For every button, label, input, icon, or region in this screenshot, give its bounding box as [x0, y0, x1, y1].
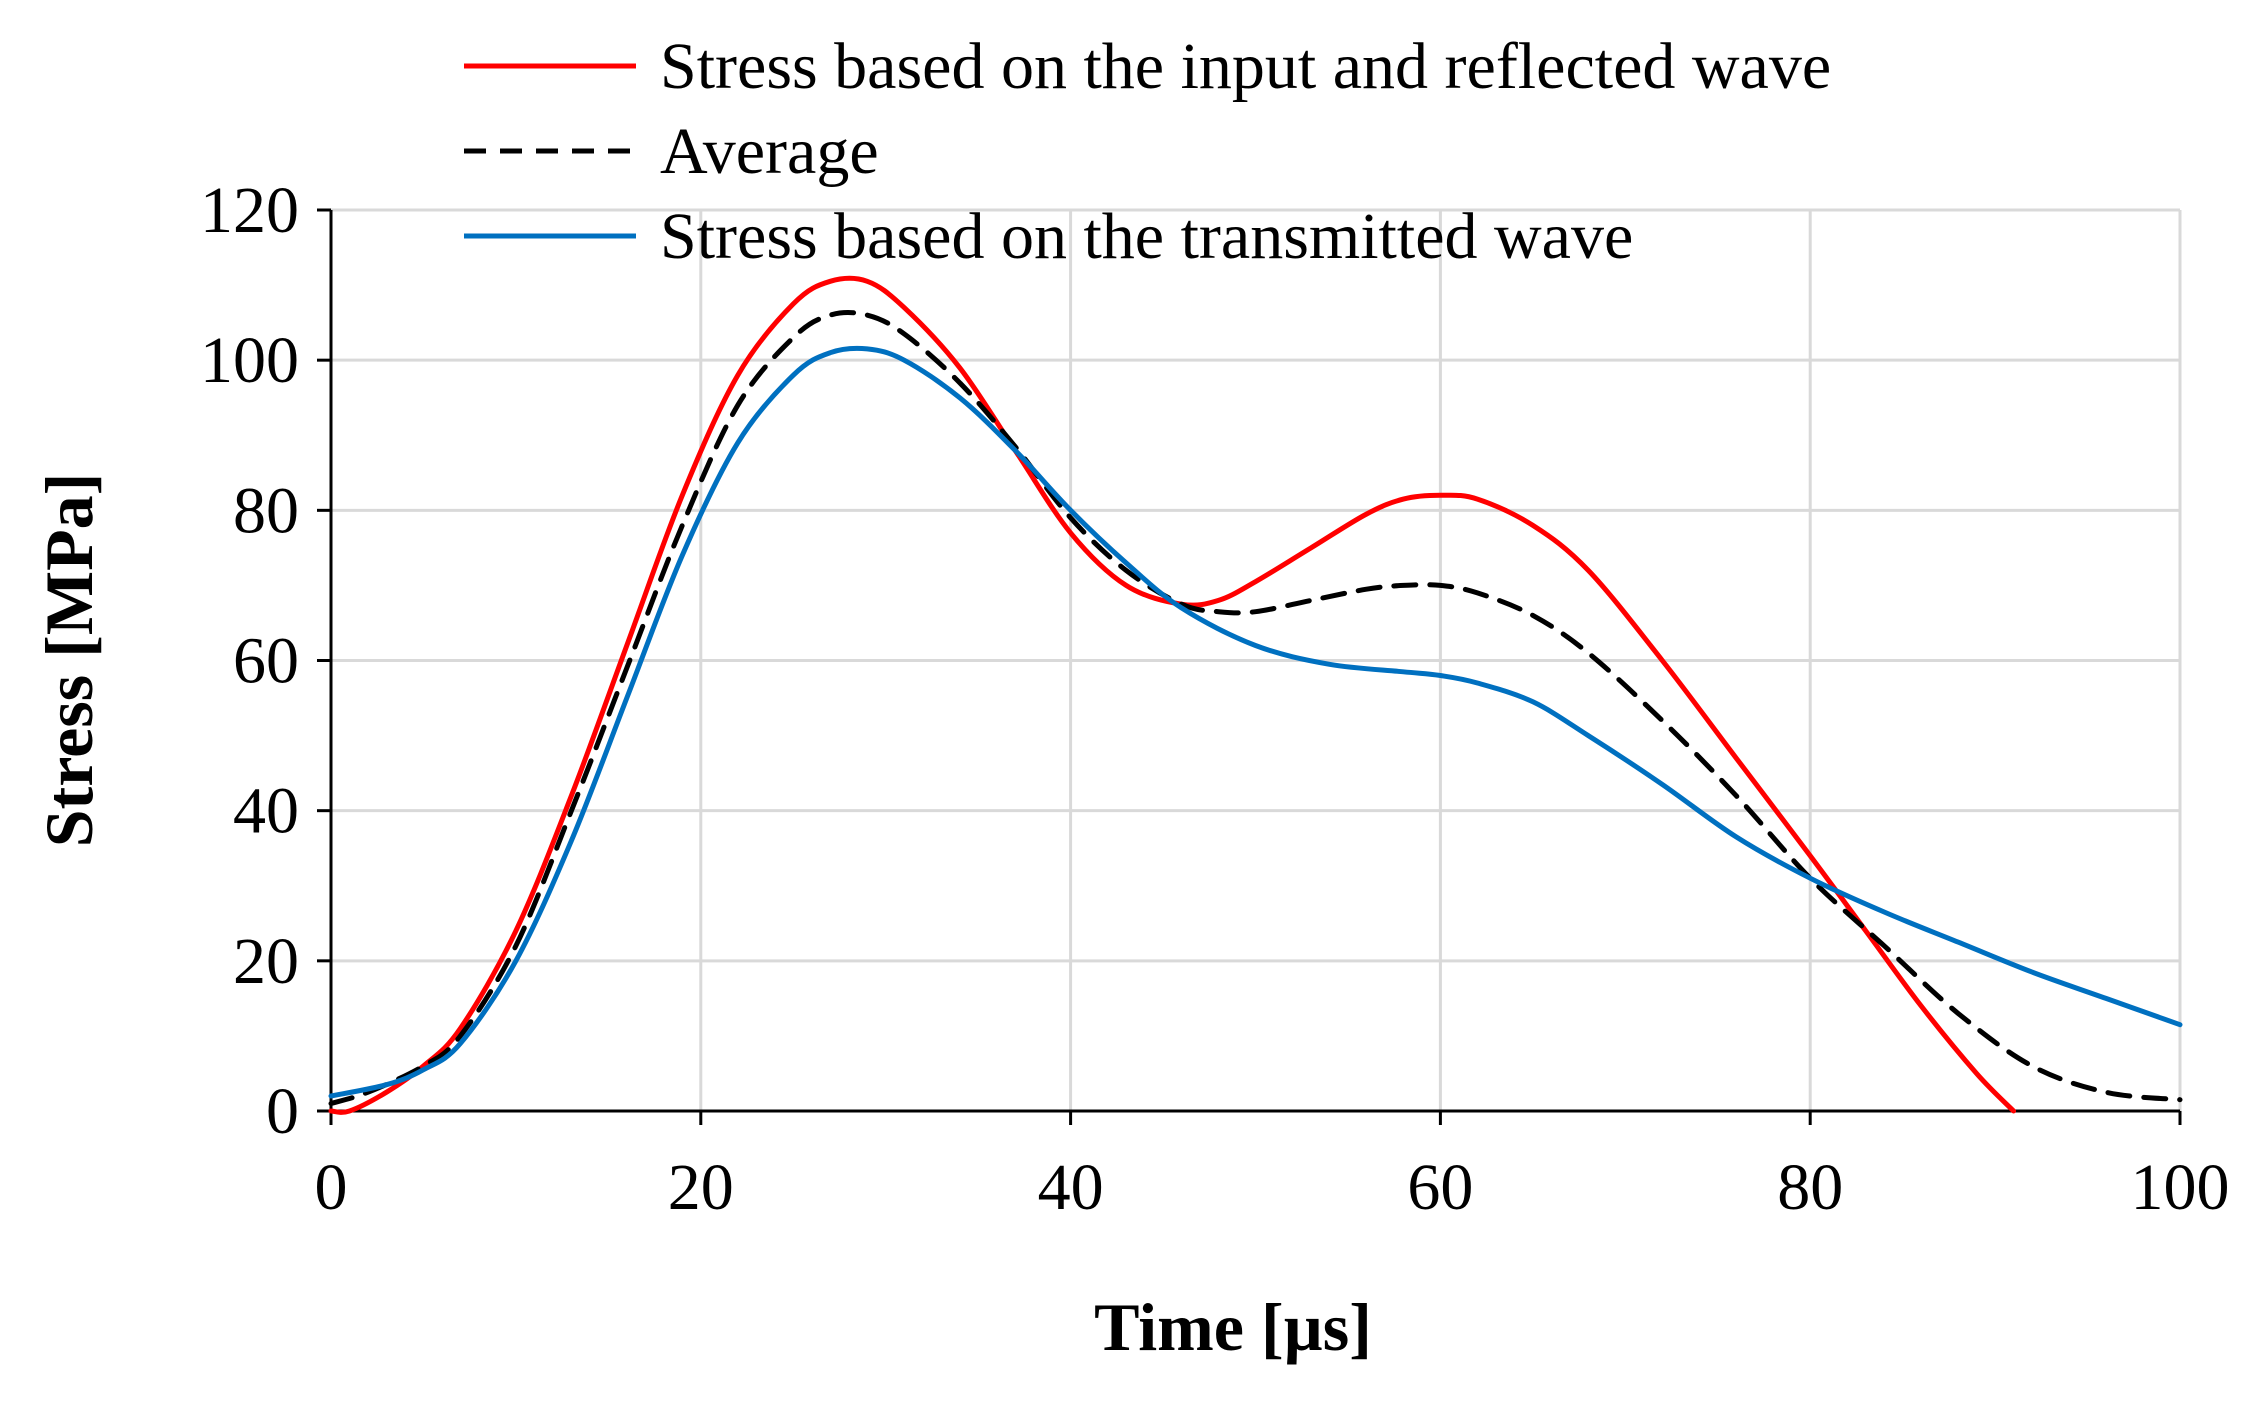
legend-label-1: Stress based on the input and reflected … [660, 30, 1831, 103]
x-tick-label: 20 [668, 1151, 734, 1224]
x-tick-label: 0 [315, 1151, 348, 1224]
series-group [328, 275, 2183, 1115]
x-axis-title: Time [µs] [1094, 1289, 1372, 1365]
legend-label-3: Stress based on the transmitted wave [660, 200, 1633, 273]
series-line-3 [328, 345, 2183, 1099]
legend-label-2: Average [660, 115, 879, 188]
y-tick-label: 100 [200, 324, 299, 397]
y-tick-label: 60 [233, 625, 299, 698]
axes [317, 208, 2182, 1125]
y-tick-label: 20 [233, 925, 299, 998]
x-tick-label: 80 [1777, 1151, 1843, 1224]
x-tick-label: 40 [1038, 1151, 1104, 1224]
x-tick-label: 100 [2131, 1151, 2230, 1224]
y-tick-label: 120 [200, 174, 299, 247]
y-axis-title: Stress [MPa] [31, 473, 107, 848]
y-tick-label: 40 [233, 775, 299, 848]
legend: Stress based on the input and reflected … [464, 30, 1831, 273]
grid [331, 208, 2182, 1111]
series-line-1 [328, 275, 2017, 1115]
tick-labels: 0 20 40 60 80 100 120 0 20 40 60 80 100 [200, 174, 2230, 1224]
x-tick-label: 60 [1407, 1151, 1473, 1224]
y-tick-label: 0 [266, 1075, 299, 1148]
y-tick-label: 80 [233, 474, 299, 547]
